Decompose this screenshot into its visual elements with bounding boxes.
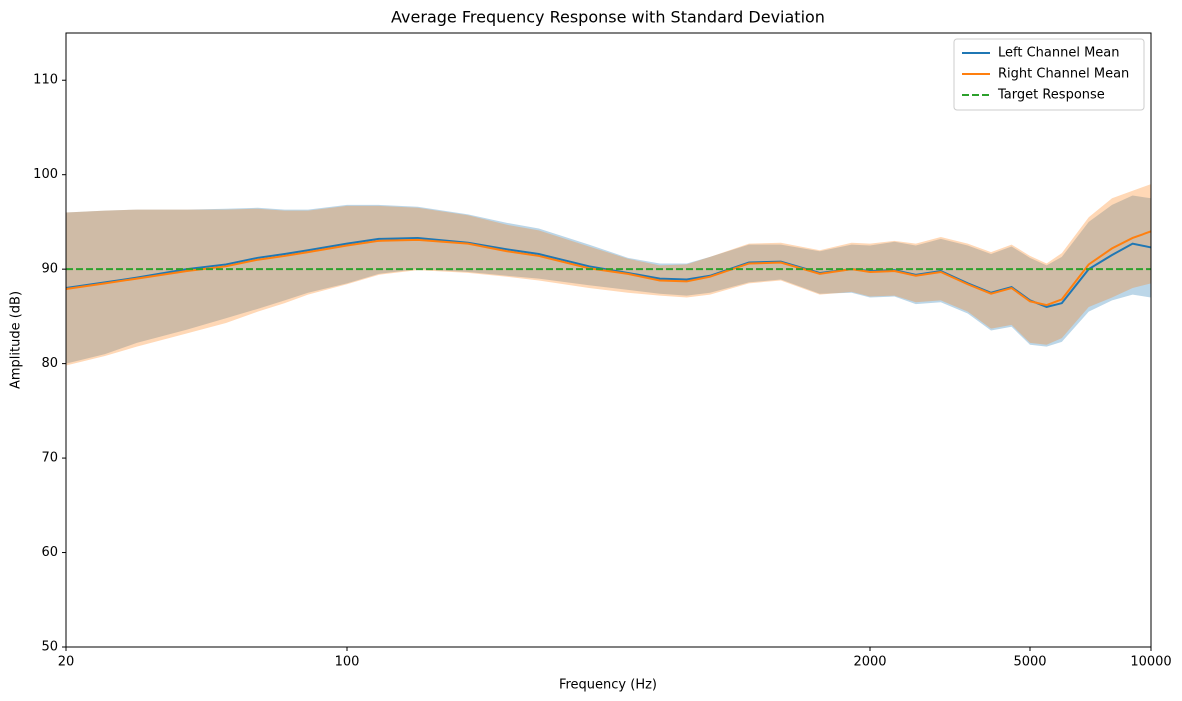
x-tick-label: 5000 xyxy=(1013,655,1046,670)
x-tick-label: 20 xyxy=(58,655,75,670)
y-tick-label: 80 xyxy=(41,356,58,371)
y-tick-label: 110 xyxy=(33,73,58,88)
y-tick-label: 90 xyxy=(41,262,58,277)
y-tick-label: 70 xyxy=(41,451,58,466)
line xyxy=(65,230,1152,307)
x-tick-label: 10000 xyxy=(1130,655,1171,670)
x-tick-label: 2000 xyxy=(853,655,886,670)
y-tick-label: 100 xyxy=(33,167,58,182)
std-band xyxy=(66,184,1151,366)
x-axis-label: Frequency (Hz) xyxy=(559,678,657,693)
legend-label: Left Channel Mean xyxy=(998,46,1120,61)
y-tick-label: 60 xyxy=(41,545,58,560)
legend-label: Right Channel Mean xyxy=(998,67,1129,82)
x-tick-label: 100 xyxy=(335,655,360,670)
y-tick-label: 50 xyxy=(41,640,58,655)
plot-frame xyxy=(65,32,1152,648)
y-axis-label: Amplitude (dB) xyxy=(9,291,24,389)
std-band xyxy=(66,195,1151,364)
legend-label: Target Response xyxy=(997,88,1105,103)
legend-box xyxy=(953,38,1145,111)
chart-title: Average Frequency Response with Standard… xyxy=(391,8,825,27)
